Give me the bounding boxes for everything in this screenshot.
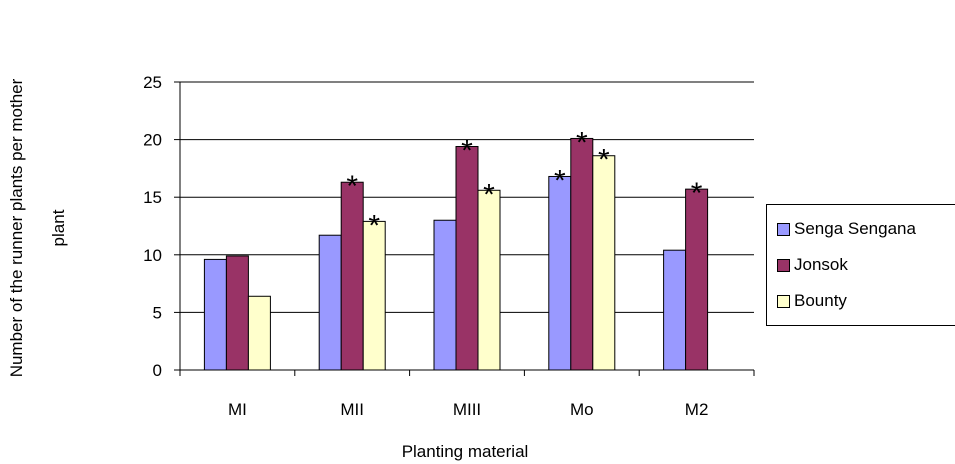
- bar: [570, 137, 594, 371]
- y-tick-label: 20: [143, 131, 162, 150]
- legend-label: Senga Sengana: [794, 219, 916, 238]
- bar: [433, 219, 457, 371]
- bar: [362, 220, 386, 371]
- legend-swatch-jonsok: [777, 258, 790, 272]
- x-tick-label: MI: [228, 400, 247, 419]
- y-tick-label: 25: [143, 73, 162, 92]
- legend-label: Jonsok: [794, 255, 848, 274]
- bar: [455, 146, 479, 371]
- legend-item-senga-sengana: Senga Sengana: [777, 217, 916, 241]
- y-tick-label: 5: [153, 303, 162, 322]
- legend-swatch-senga-sengana: [777, 222, 790, 236]
- bar: [247, 295, 271, 371]
- bar: [203, 258, 227, 371]
- bar: [592, 155, 616, 371]
- bar: [318, 234, 342, 371]
- significance-mark: *: [576, 126, 588, 159]
- significance-mark: *: [483, 178, 495, 211]
- x-axis-label: Planting material: [402, 442, 529, 461]
- legend-label: Bounty: [794, 291, 847, 310]
- y-axis-label-line-2: plant: [49, 209, 68, 246]
- axes: [174, 81, 755, 376]
- bar: [685, 188, 709, 371]
- bar: [548, 175, 572, 371]
- y-tick-label: 10: [143, 246, 162, 265]
- legend-item-bounty: Bounty: [777, 289, 847, 313]
- legend-swatch-bounty: [777, 294, 790, 308]
- bars: [203, 137, 709, 371]
- x-tick-label: MII: [340, 400, 364, 419]
- legend-item-jonsok: Jonsok: [777, 253, 848, 277]
- bar: [340, 181, 364, 371]
- significance-mark: *: [598, 144, 610, 177]
- tick-labels: 0 5 10 15 20 25 MI MII MIII Mo M2: [143, 73, 708, 419]
- y-tick-label: 15: [143, 188, 162, 207]
- bar: [225, 255, 249, 371]
- significance-mark: *: [368, 209, 380, 242]
- significance-marks: * * * * * * * *: [346, 126, 702, 242]
- x-tick-label: Mo: [570, 400, 594, 419]
- significance-mark: *: [461, 135, 473, 168]
- significance-mark: *: [554, 164, 566, 197]
- y-tick-label: 0: [153, 361, 162, 380]
- y-axis-label-line-1: Number of the runner plants per mother: [7, 78, 26, 377]
- chart-legend: Senga Sengana Jonsok Bounty: [766, 204, 955, 326]
- x-tick-label: MIII: [453, 400, 481, 419]
- significance-mark: *: [691, 177, 703, 210]
- x-tick-label: M2: [685, 400, 709, 419]
- bar: [663, 249, 687, 371]
- bar: [477, 189, 501, 371]
- significance-mark: *: [346, 170, 358, 203]
